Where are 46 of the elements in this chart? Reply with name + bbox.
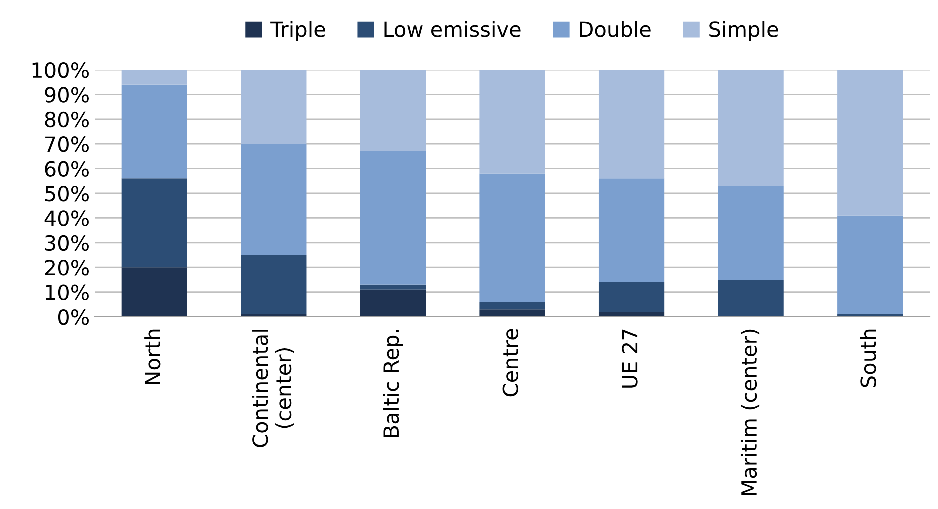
bar: [480, 174, 546, 302]
bar: [360, 290, 426, 317]
bar: [718, 280, 784, 317]
x-tick-label: Continental (center): [252, 330, 294, 448]
bar: [598, 178, 665, 282]
legend-label: Simple: [710, 21, 778, 42]
y-tick-label: 80%: [45, 112, 89, 128]
bar: [360, 70, 426, 152]
y-tick-label: 60%: [45, 161, 89, 178]
x-tick-label: Baltic Rep.: [383, 330, 404, 438]
y-tick-label: 70%: [46, 136, 89, 152]
bar: [122, 268, 188, 317]
bar: [480, 302, 546, 310]
bar: [241, 70, 307, 144]
x-tick-label: North: [144, 330, 161, 384]
bar: [241, 255, 307, 315]
bar: [718, 70, 784, 186]
bar: [598, 312, 665, 317]
legend-label: Low emissive: [384, 21, 521, 38]
y-tick-label: 40%: [44, 210, 89, 226]
y-tick-label: 50%: [45, 186, 89, 202]
y-tick-label: 100%: [32, 62, 89, 78]
bar: [122, 70, 188, 85]
bar: [838, 216, 904, 315]
bar: [480, 310, 546, 317]
bar: [122, 178, 188, 268]
bar: [598, 282, 665, 312]
bar: [718, 186, 784, 280]
bar: [838, 70, 904, 216]
bar: [241, 144, 307, 256]
y-tick-label: 30%: [45, 235, 89, 252]
bar: [122, 84, 188, 179]
x-tick-label: Maritim (center): [740, 330, 760, 496]
legend-label: Triple: [270, 21, 326, 42]
x-tick-label: South: [860, 330, 876, 388]
bar: [360, 152, 426, 285]
x-tick-label: UE 27: [622, 330, 638, 388]
y-tick-label: 20%: [45, 260, 89, 276]
bar: [360, 284, 426, 290]
y-tick-label: 90%: [45, 87, 89, 103]
y-tick-label: 0%: [58, 309, 89, 326]
bar: [598, 70, 665, 179]
legend-label: Double: [580, 21, 651, 38]
bar: [480, 70, 546, 174]
y-tick-label: 10%: [46, 284, 89, 301]
x-tick-label: Centre: [502, 329, 519, 397]
